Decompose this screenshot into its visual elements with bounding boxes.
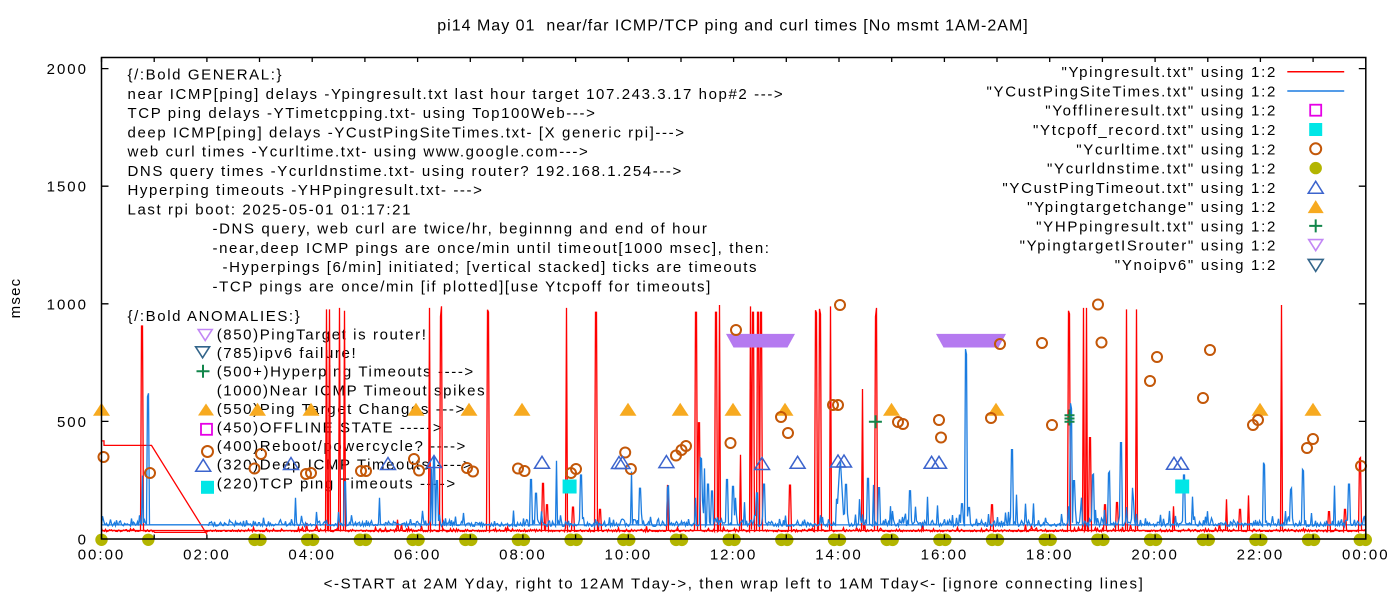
svg-text:00:00: 00:00	[78, 547, 126, 564]
svg-text:04:00: 04:00	[288, 547, 336, 564]
svg-text:pi14 May 01 near/far ICMP/TCP: pi14 May 01 near/far ICMP/TCP ping and c…	[437, 18, 1028, 35]
svg-text:-Hyperpings [6/min] initiated;: -Hyperpings [6/min] initiated; [vertical…	[223, 259, 759, 276]
svg-text:00:00: 00:00	[1342, 547, 1390, 564]
svg-text:(400)Reboot/powercycle? ---->: (400)Reboot/powercycle? ---->	[217, 438, 467, 455]
svg-text:(850)PingTarget is router!: (850)PingTarget is router!	[217, 327, 428, 344]
svg-text:"YCustPingSiteTimes.txt" using: "YCustPingSiteTimes.txt" using 1:2	[987, 84, 1278, 101]
svg-text:(785)ipv6 failure!: (785)ipv6 failure!	[217, 345, 358, 362]
svg-text:1500: 1500	[47, 179, 88, 196]
svg-text:16:00: 16:00	[921, 547, 969, 564]
svg-text:10:00: 10:00	[605, 547, 653, 564]
svg-text:Hyperping timeouts -YHPpingres: Hyperping timeouts -YHPpingresult.txt- -…	[128, 182, 484, 199]
svg-text:500: 500	[57, 414, 88, 431]
svg-text:TCP ping delays -YTimetcpping.: TCP ping delays -YTimetcpping.txt- using…	[128, 105, 597, 122]
svg-text:08:00: 08:00	[499, 547, 547, 564]
svg-text:msec: msec	[7, 278, 24, 319]
svg-text:web curl times -Ycurltime.txt-: web curl times -Ycurltime.txt- using www…	[127, 144, 590, 161]
svg-text:"Ypingresult.txt" using 1:2: "Ypingresult.txt" using 1:2	[1061, 64, 1277, 81]
svg-text:"Yofflineresult.txt" using 1:2: "Yofflineresult.txt" using 1:2	[1045, 103, 1277, 120]
svg-text:deep ICMP[ping] delays -YCustP: deep ICMP[ping] delays -YCustPingSiteTim…	[128, 124, 686, 141]
svg-text:"YCustPingTimeout.txt" using 1: "YCustPingTimeout.txt" using 1:2	[1002, 180, 1277, 197]
svg-text:"Ynoipv6" using 1:2: "Ynoipv6" using 1:2	[1115, 257, 1277, 274]
svg-text:-TCP pings are once/min [if pl: -TCP pings are once/min [if plotted][use…	[213, 279, 712, 296]
svg-text:1000: 1000	[47, 296, 88, 313]
svg-text:2000: 2000	[47, 61, 88, 78]
svg-text:"Ytcpoff_record.txt" using 1:2: "Ytcpoff_record.txt" using 1:2	[1033, 122, 1277, 139]
svg-text:DNS query times -Ycurldnstime.: DNS query times -Ycurldnstime.txt- using…	[128, 163, 683, 180]
svg-text:{/:Bold ANOMALIES:}: {/:Bold ANOMALIES:}	[128, 308, 302, 325]
svg-text:(220)TCP ping Timeouts ---->: (220)TCP ping Timeouts ---->	[217, 475, 457, 492]
svg-text:-near,deep ICMP pings are once: -near,deep ICMP pings are once/min until…	[213, 240, 771, 257]
svg-text:"YHPpingresult.txt" using 1:2: "YHPpingresult.txt" using 1:2	[1036, 218, 1277, 235]
svg-text:20:00: 20:00	[1131, 547, 1179, 564]
svg-text:"YpingtargetISrouter" using 1:: "YpingtargetISrouter" using 1:2	[1020, 238, 1277, 255]
svg-text:18:00: 18:00	[1026, 547, 1074, 564]
svg-text:(1000)Near ICMP Timeout spikes: (1000)Near ICMP Timeout spikes	[217, 382, 486, 399]
svg-text:14:00: 14:00	[815, 547, 863, 564]
svg-text:{/:Bold GENERAL:}: {/:Bold GENERAL:}	[128, 67, 284, 84]
svg-text:Last rpi boot: 2025-05-01 01:1: Last rpi boot: 2025-05-01 01:17:21	[128, 201, 413, 218]
svg-text:"Ypingtargetchange" using 1:2: "Ypingtargetchange" using 1:2	[1027, 199, 1277, 216]
svg-text:0: 0	[78, 532, 88, 549]
svg-text:near ICMP[ping] delays -Ypingr: near ICMP[ping] delays -Ypingresult.txt …	[128, 86, 785, 103]
svg-text:02:00: 02:00	[183, 547, 231, 564]
svg-text:-DNS query, web curl are twice: -DNS query, web curl are twice/hr, begin…	[213, 221, 709, 238]
svg-text:22:00: 22:00	[1237, 547, 1285, 564]
svg-text:06:00: 06:00	[394, 547, 442, 564]
svg-text:"Ycurldnstime.txt" using 1:2: "Ycurldnstime.txt" using 1:2	[1047, 161, 1277, 178]
svg-text:"Ycurltime.txt" using 1:2: "Ycurltime.txt" using 1:2	[1076, 141, 1277, 158]
svg-text:<-START at 2AM Yday, right to: <-START at 2AM Yday, right to 12AM Tday-…	[324, 576, 1145, 593]
svg-text:12:00: 12:00	[710, 547, 758, 564]
svg-text:(500+)Hyperping Timeouts ---->: (500+)Hyperping Timeouts ---->	[217, 364, 475, 381]
